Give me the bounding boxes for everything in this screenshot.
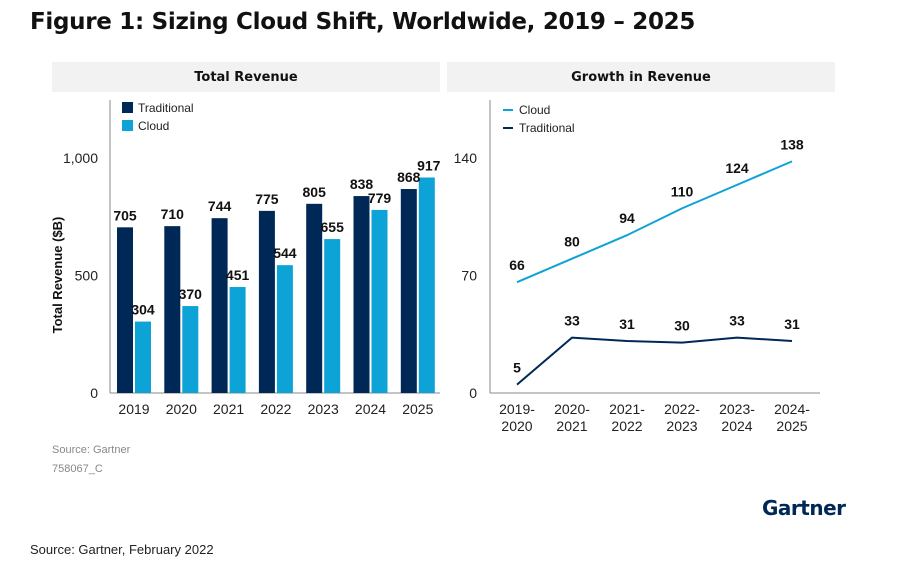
bar-cloud [229, 287, 246, 393]
data-label-traditional: 710 [161, 206, 185, 222]
legend-swatch-cloud [122, 120, 133, 131]
x-tick-label-growth: 2023-2024 [719, 401, 755, 434]
x-tick-label: 2019 [118, 401, 149, 417]
y-tick-label-growth: 140 [454, 150, 478, 166]
legend-label-cloud: Cloud [138, 119, 169, 133]
data-label-traditional: 33 [564, 313, 580, 329]
bar-cloud [276, 265, 293, 393]
data-label-traditional: 838 [350, 176, 374, 192]
data-label-traditional: 5 [513, 360, 521, 376]
data-label-traditional: 30 [674, 318, 690, 334]
data-label-cloud: 779 [368, 190, 392, 206]
data-label-cloud: 451 [226, 267, 250, 283]
x-tick-label-growth: 2020-2021 [554, 401, 590, 434]
data-label-cloud: 138 [780, 136, 804, 152]
bar-cloud [135, 321, 151, 393]
y-tick-label: 1,000 [63, 150, 98, 166]
data-label-traditional: 805 [303, 184, 327, 200]
panel-title-growth: Growth in Revenue [447, 62, 835, 92]
source-note: Source: Gartner [52, 444, 131, 456]
legend-swatch-traditional [122, 102, 133, 113]
x-tick-label-growth: 2019-2020 [499, 401, 535, 434]
y-tick-label: 0 [90, 385, 98, 401]
figure-title: Figure 1: Sizing Cloud Shift, Worldwide,… [30, 9, 696, 35]
data-label-cloud: 544 [273, 245, 297, 261]
x-tick-label-growth: 2024-2025 [774, 401, 810, 434]
x-tick-label: 2021 [213, 401, 244, 417]
x-tick-label-growth: 2022-2023 [664, 401, 700, 434]
legend-label-growth-traditional: Traditional [519, 121, 575, 135]
x-tick-label: 2023 [308, 401, 339, 417]
x-tick-label: 2025 [402, 401, 433, 417]
data-label-traditional: 705 [113, 207, 137, 223]
bar-traditional [164, 226, 181, 393]
x-tick-label-growth: 2021-2022 [609, 401, 645, 434]
data-label-cloud: 655 [321, 219, 345, 235]
x-tick-label: 2022 [260, 401, 291, 417]
panel-title-total-revenue: Total Revenue [52, 62, 440, 92]
data-label-traditional: 744 [208, 198, 232, 214]
bar-traditional [211, 218, 228, 393]
legend-label-traditional: Traditional [138, 101, 194, 115]
x-tick-label: 2024 [355, 401, 386, 417]
bar-traditional [117, 227, 133, 393]
x-tick-label: 2020 [166, 401, 197, 417]
bar-cloud [371, 209, 388, 393]
y-axis-title: Total Revenue ($B) [50, 217, 65, 334]
bar-cloud [418, 177, 435, 393]
data-label-traditional: 868 [397, 169, 421, 185]
bar-traditional [258, 210, 275, 393]
line-cloud [516, 160, 793, 284]
data-label-cloud: 94 [619, 210, 635, 226]
y-tick-label-growth: 0 [469, 385, 477, 401]
y-tick-label: 500 [75, 268, 99, 284]
data-label-cloud: 66 [509, 257, 525, 273]
figure-id: 758067_C [52, 463, 103, 475]
legend-label-growth-cloud: Cloud [519, 103, 550, 117]
line-traditional [516, 336, 793, 386]
y-tick-label-growth: 70 [461, 268, 477, 284]
data-label-cloud: 917 [417, 158, 441, 174]
bar-cloud [182, 306, 199, 393]
bar-cloud [324, 239, 341, 393]
bar-traditional [306, 203, 323, 393]
data-label-traditional: 31 [784, 316, 800, 332]
bar-traditional [400, 189, 417, 393]
data-label-cloud: 80 [564, 234, 580, 250]
data-label-traditional: 775 [255, 191, 279, 207]
data-label-traditional: 33 [729, 313, 745, 329]
data-label-cloud: 370 [179, 286, 203, 302]
data-label-cloud: 304 [131, 302, 155, 318]
data-label-cloud: 110 [671, 183, 694, 199]
data-label-cloud: 124 [725, 160, 749, 176]
gartner-logo: Gartner [762, 496, 846, 520]
bar-traditional [353, 196, 370, 393]
footer-source: Source: Gartner, February 2022 [30, 542, 214, 557]
data-label-traditional: 31 [619, 316, 635, 332]
